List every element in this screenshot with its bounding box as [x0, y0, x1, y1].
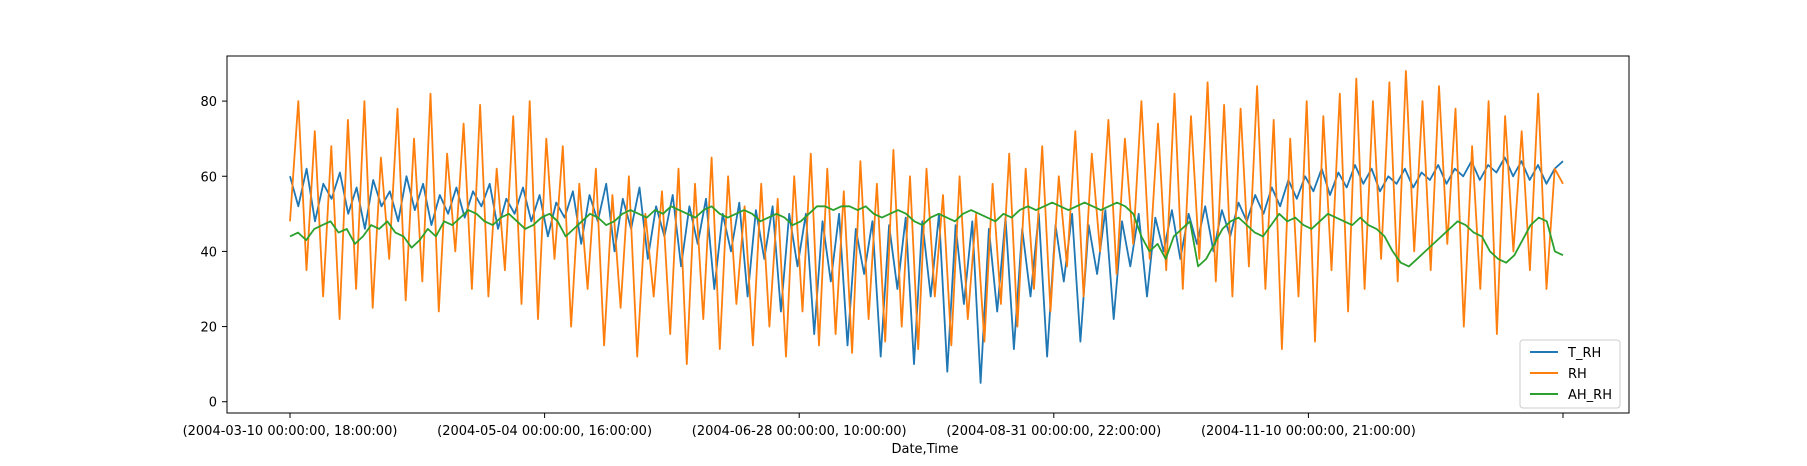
x-tick-label: (2004-08-31 00:00:00, 22:00:00) — [946, 424, 1161, 439]
legend-label-t-rh: T_RH — [1567, 346, 1601, 361]
x-tick-label: (2004-11-10 00:00:00, 21:00:00) — [1201, 424, 1416, 439]
legend-label-ah-rh: AH_RH — [1568, 388, 1612, 403]
series-line-t-rh — [289, 156, 1564, 384]
series-layer — [289, 70, 1564, 384]
x-tick-label: (2004-05-04 00:00:00, 16:00:00) — [437, 424, 652, 439]
y-tick-label: 60 — [200, 170, 217, 185]
x-axis-label: Date,Time — [891, 442, 958, 457]
x-tick-label: (2004-03-10 00:00:00, 18:00:00) — [183, 424, 398, 439]
y-tick-label: 40 — [200, 245, 217, 260]
x-axis: (2004-03-10 00:00:00, 18:00:00) (2004-05-… — [183, 413, 1564, 439]
y-tick-label: 80 — [200, 95, 217, 110]
series-line-ah-rh — [289, 201, 1564, 268]
series-line-rh — [289, 70, 1564, 366]
y-axis: 0 20 40 60 80 — [200, 95, 227, 411]
legend-box — [1519, 339, 1621, 409]
legend-label-rh: RH — [1568, 367, 1587, 382]
legend: T_RH RH AH_RH — [1519, 339, 1621, 409]
x-tick-label: (2004-06-28 00:00:00, 10:00:00) — [692, 424, 907, 439]
y-tick-label: 20 — [200, 321, 217, 336]
plot-frame — [226, 55, 1630, 414]
y-tick-label: 0 — [209, 396, 217, 411]
